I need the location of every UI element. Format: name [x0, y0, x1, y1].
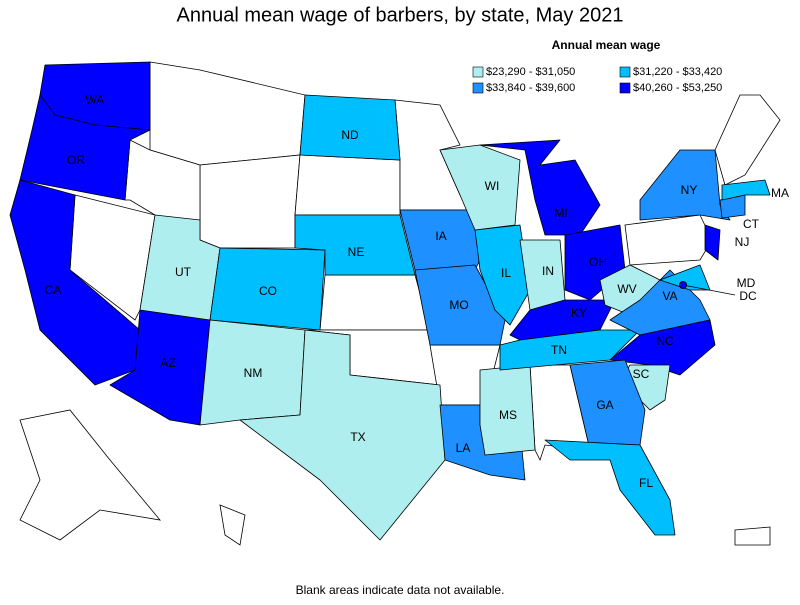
- state: [414, 264, 506, 346]
- territory-blank: [734, 526, 771, 546]
- state-label: OR: [67, 153, 85, 167]
- state-label: CA: [45, 283, 62, 297]
- state-label: DC: [739, 289, 757, 303]
- state-label: NM: [244, 366, 263, 380]
- state-label: UT: [175, 265, 192, 279]
- state-label: MO: [449, 298, 468, 312]
- state-label: ND: [341, 128, 359, 142]
- state: [239, 329, 446, 541]
- blank-states: [19, 61, 781, 546]
- state-label: MD: [737, 276, 756, 290]
- legend-swatch: [619, 82, 631, 94]
- state-label: TN: [551, 343, 567, 357]
- state-label: KY: [571, 306, 587, 320]
- state-label: MI: [554, 206, 567, 220]
- state: [474, 224, 531, 326]
- state-label: NC: [656, 334, 674, 348]
- legend-swatch: [472, 82, 484, 94]
- state-label: OH: [589, 255, 607, 269]
- state-blank: [319, 274, 431, 331]
- state-label: MA: [771, 186, 789, 200]
- state-label: WV: [617, 282, 636, 296]
- state: [721, 179, 771, 201]
- state: [19, 94, 151, 201]
- state-label: FL: [639, 476, 653, 490]
- legend-label: $40,260 - $53,250: [633, 82, 722, 94]
- state-blank: [219, 504, 246, 546]
- state-blank: [714, 94, 781, 186]
- state-label: IA: [435, 229, 446, 243]
- state-label: CO: [259, 284, 277, 298]
- state-label: IN: [542, 264, 554, 278]
- state: [9, 179, 141, 386]
- state-blank: [149, 61, 306, 166]
- state: [704, 224, 721, 261]
- state: [479, 139, 601, 236]
- state-label: NE: [348, 245, 365, 259]
- legend-label: $33,840 - $39,600: [486, 82, 575, 94]
- state: [544, 439, 676, 536]
- state-label: VA: [662, 289, 677, 303]
- state: [299, 94, 401, 161]
- legend-label: $31,220 - $33,420: [633, 66, 722, 78]
- state-marker: [679, 281, 687, 289]
- state: [569, 359, 646, 451]
- state-blank: [624, 214, 713, 266]
- leader-line: [682, 284, 736, 296]
- state-label: CT: [743, 217, 760, 231]
- legend-swatch: [619, 66, 631, 78]
- state: [294, 214, 416, 276]
- state: [209, 247, 326, 331]
- states: WA OR CA AZ UT CO NM TX ND NE IA MO LA MS IL WI IN MI OH KY…: [9, 61, 789, 541]
- note: Blank areas indicate data not available.: [296, 583, 505, 597]
- state-label: GA: [596, 398, 613, 412]
- legend-label: $23,290 - $31,050: [486, 66, 575, 78]
- state-label: LA: [456, 441, 471, 455]
- state-blank: [294, 154, 401, 216]
- map-title: Annual mean wage of barbers, by state, M…: [177, 4, 624, 26]
- state-label: IL: [501, 266, 511, 280]
- legend: $23,290 - $31,050 $31,220 - $33,420 $33,84…: [472, 66, 722, 94]
- state-blank: [199, 154, 301, 249]
- state-label: TX: [350, 430, 365, 444]
- state-label: WI: [485, 179, 500, 193]
- state-label: NJ: [735, 235, 750, 249]
- state-label: WA: [86, 93, 105, 107]
- state-label: AZ: [160, 356, 175, 370]
- state-label: SC: [633, 367, 650, 381]
- legend-title: Annual mean wage: [552, 38, 661, 52]
- legend-swatch: [472, 66, 484, 78]
- state-label: MS: [499, 408, 517, 422]
- state-blank: [19, 409, 161, 541]
- state-label: NY: [681, 183, 698, 197]
